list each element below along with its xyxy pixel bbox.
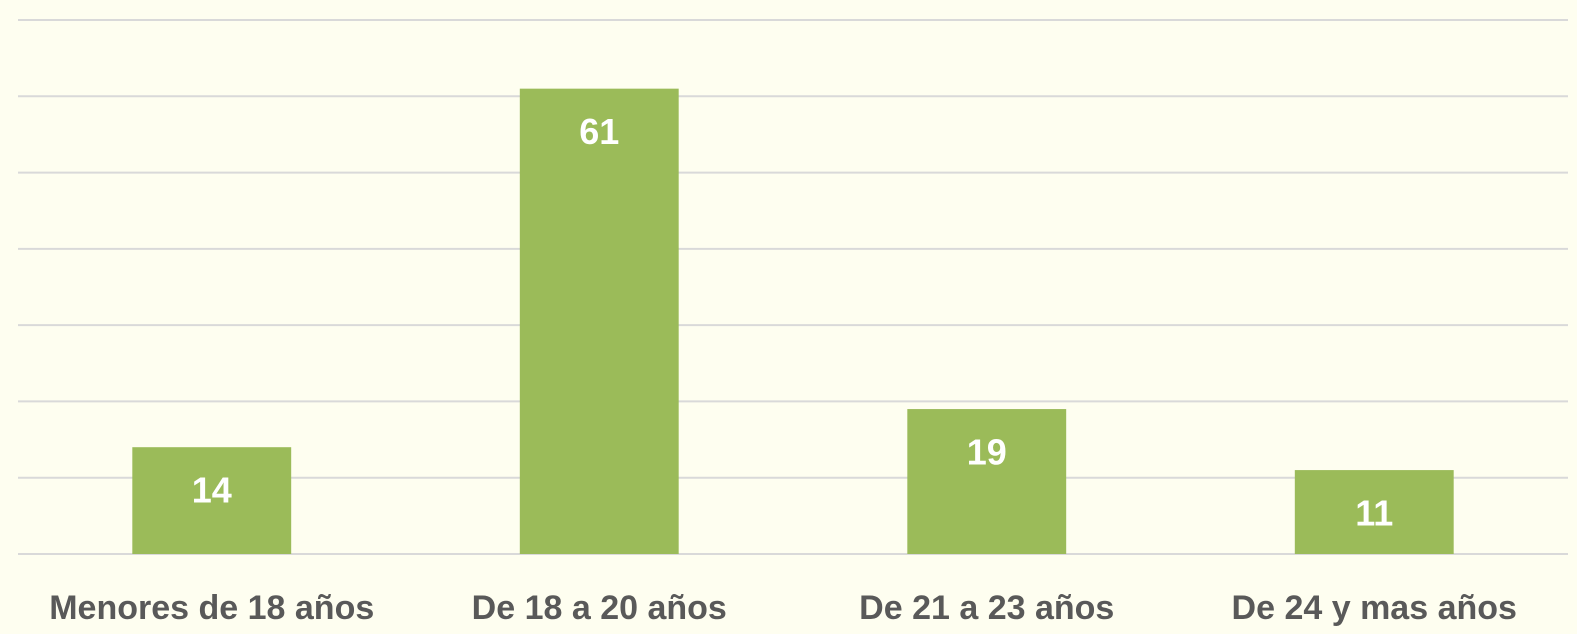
x-tick-label: De 21 a 23 años — [859, 589, 1114, 627]
data-label: 61 — [579, 111, 619, 152]
bar — [1294, 470, 1454, 554]
data-label: 11 — [1355, 493, 1393, 534]
x-tick-label: Menores de 18 años — [49, 589, 374, 627]
bar — [907, 409, 1067, 554]
x-tick-label: De 18 a 20 años — [472, 589, 727, 627]
x-tick-label: De 24 y mas años — [1232, 589, 1517, 627]
bar — [132, 447, 292, 554]
data-label: 19 — [967, 432, 1007, 473]
data-label: 14 — [192, 470, 232, 511]
bar — [519, 88, 679, 555]
